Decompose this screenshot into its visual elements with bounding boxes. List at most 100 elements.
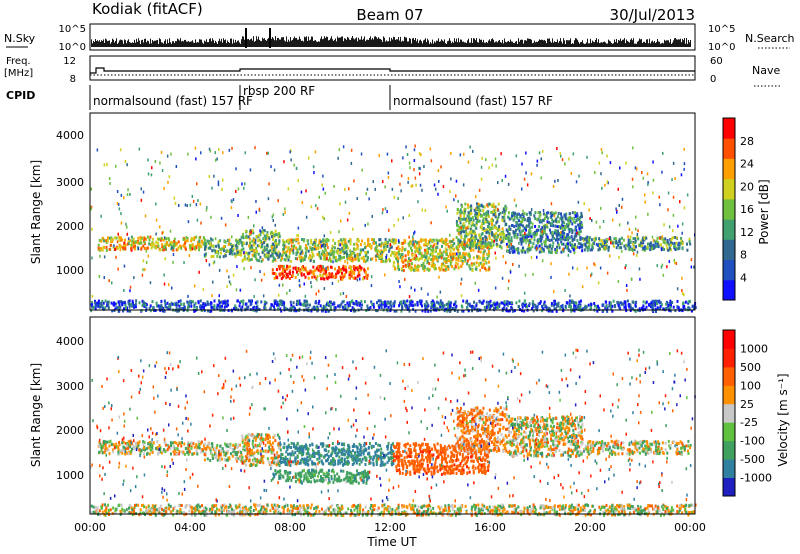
nsky-bar <box>338 37 339 47</box>
nsky-bar <box>536 41 537 47</box>
echo-cell <box>606 240 609 243</box>
nsky-bar <box>402 40 403 47</box>
nsky-bar <box>571 44 572 47</box>
echo-cell <box>533 214 536 218</box>
echo-cell <box>487 215 490 218</box>
echo-cell <box>244 307 247 311</box>
echo-cell <box>623 244 626 248</box>
echo-cell <box>209 149 212 153</box>
nsky-bar <box>186 41 187 47</box>
echo-cell <box>263 248 266 252</box>
echo-cell <box>415 183 417 187</box>
echo-cell <box>480 233 483 237</box>
echo-cell <box>691 304 694 308</box>
echo-cell <box>447 304 449 308</box>
echo-cell <box>488 246 491 250</box>
echo-cell <box>457 232 460 236</box>
echo-cell <box>310 309 313 313</box>
echo-cell <box>569 228 572 231</box>
echo-cell <box>422 262 425 266</box>
echo-cell <box>129 285 132 289</box>
echo-cell <box>416 257 419 261</box>
nsky-bar <box>180 38 181 47</box>
echo-cell <box>542 248 545 252</box>
echo-cell <box>217 244 220 248</box>
echo-cell <box>470 234 473 238</box>
nsky-bar <box>640 39 641 47</box>
echo-cell <box>494 286 497 290</box>
echo-cell <box>256 244 259 248</box>
echo-cell <box>511 214 513 218</box>
nsky-bar <box>686 38 687 47</box>
echo-cell <box>111 281 113 285</box>
echo-cell <box>553 231 556 235</box>
echo-cell <box>338 248 341 252</box>
echo-cell <box>417 250 420 254</box>
nsky-bar <box>376 37 377 47</box>
echo-cell <box>213 305 216 309</box>
echo-cell <box>359 268 362 272</box>
echo-cell <box>528 302 531 306</box>
echo-cell <box>522 228 525 232</box>
echo-cell <box>551 309 554 313</box>
echo-cell <box>404 300 407 304</box>
echo-cell <box>417 265 419 269</box>
nsky-bar <box>539 39 540 47</box>
echo-cell <box>501 215 504 219</box>
echo-cell <box>341 305 344 309</box>
nsky-bar <box>191 41 192 47</box>
echo-cell <box>283 160 285 164</box>
echo-cell <box>248 232 251 236</box>
echo-cell <box>641 238 644 242</box>
nsky-bar <box>622 39 623 47</box>
nsky-bar <box>551 42 552 47</box>
echo-cell <box>560 218 563 222</box>
echo-cell <box>609 236 612 240</box>
echo-cell <box>126 232 128 236</box>
echo-cell <box>279 273 282 277</box>
echo-cell <box>407 250 409 254</box>
echo-cell <box>621 197 624 201</box>
echo-cell <box>260 259 263 263</box>
echo-cell <box>339 219 342 223</box>
echo-cell <box>430 221 432 225</box>
echo-cell <box>604 306 607 310</box>
echo-cell <box>519 239 522 243</box>
echo-cell <box>117 309 120 313</box>
echo-cell <box>541 149 544 153</box>
echo-cell <box>281 256 283 260</box>
echo-cell <box>338 257 341 261</box>
echo-cell <box>109 236 111 240</box>
echo-cell <box>590 238 593 242</box>
echo-cell <box>242 247 245 251</box>
echo-cell <box>129 192 131 196</box>
echo-cell <box>318 239 321 243</box>
echo-cell <box>536 218 539 221</box>
echo-cell <box>593 239 596 243</box>
echo-cell <box>558 246 561 250</box>
echo-cell <box>342 237 345 241</box>
echo-cell <box>520 223 523 227</box>
echo-cell <box>264 306 267 310</box>
echo-cell <box>553 212 555 216</box>
nsky-bar <box>512 41 513 47</box>
echo-cell <box>580 235 582 239</box>
echo-cell <box>479 268 481 272</box>
echo-cell <box>290 309 293 313</box>
echo-cell <box>574 225 577 229</box>
echo-cell <box>480 240 483 244</box>
echo-cell <box>282 213 285 216</box>
echo-cell <box>341 266 344 270</box>
nsky-bar <box>231 38 232 47</box>
echo-cell <box>168 305 171 309</box>
echo-cell <box>574 234 577 238</box>
echo-cell <box>428 256 431 260</box>
echo-cell <box>353 242 356 246</box>
echo-cell <box>692 307 695 311</box>
echo-cell <box>280 299 283 303</box>
echo-cell <box>609 304 612 307</box>
echo-cell <box>296 270 298 274</box>
echo-cell <box>218 247 221 251</box>
echo-cell <box>184 240 187 244</box>
echo-cell <box>313 305 316 309</box>
